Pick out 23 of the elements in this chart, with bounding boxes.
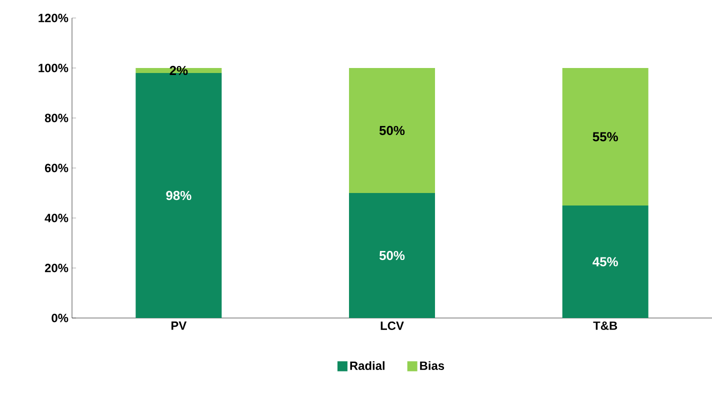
y-tick-label: 80% bbox=[44, 114, 68, 122]
y-tick-label: 100% bbox=[38, 64, 68, 72]
x-tick-label: LCV bbox=[380, 322, 404, 330]
legend-label: Radial bbox=[350, 361, 384, 370]
bar bbox=[562, 68, 648, 206]
data-label: 2% bbox=[170, 66, 188, 76]
x-tick-label: PV bbox=[171, 322, 187, 330]
y-tick-label: 120% bbox=[38, 14, 68, 22]
data-label: 50% bbox=[379, 126, 405, 136]
data-label: 50% bbox=[379, 250, 405, 260]
data-label: 98% bbox=[166, 190, 192, 200]
data-label: 55% bbox=[592, 132, 618, 142]
y-tick-label: 40% bbox=[44, 214, 68, 222]
bar bbox=[349, 68, 436, 193]
y-tick-label: 60% bbox=[44, 164, 68, 172]
y-tick-label: 20% bbox=[44, 264, 68, 272]
y-tick-label: 0% bbox=[52, 314, 68, 322]
bar bbox=[562, 206, 648, 318]
bar bbox=[349, 193, 436, 318]
legend-label: Bias bbox=[420, 361, 444, 370]
data-label: 45% bbox=[592, 257, 618, 266]
x-tick-label: T&B bbox=[593, 322, 618, 330]
bar bbox=[136, 68, 222, 73]
